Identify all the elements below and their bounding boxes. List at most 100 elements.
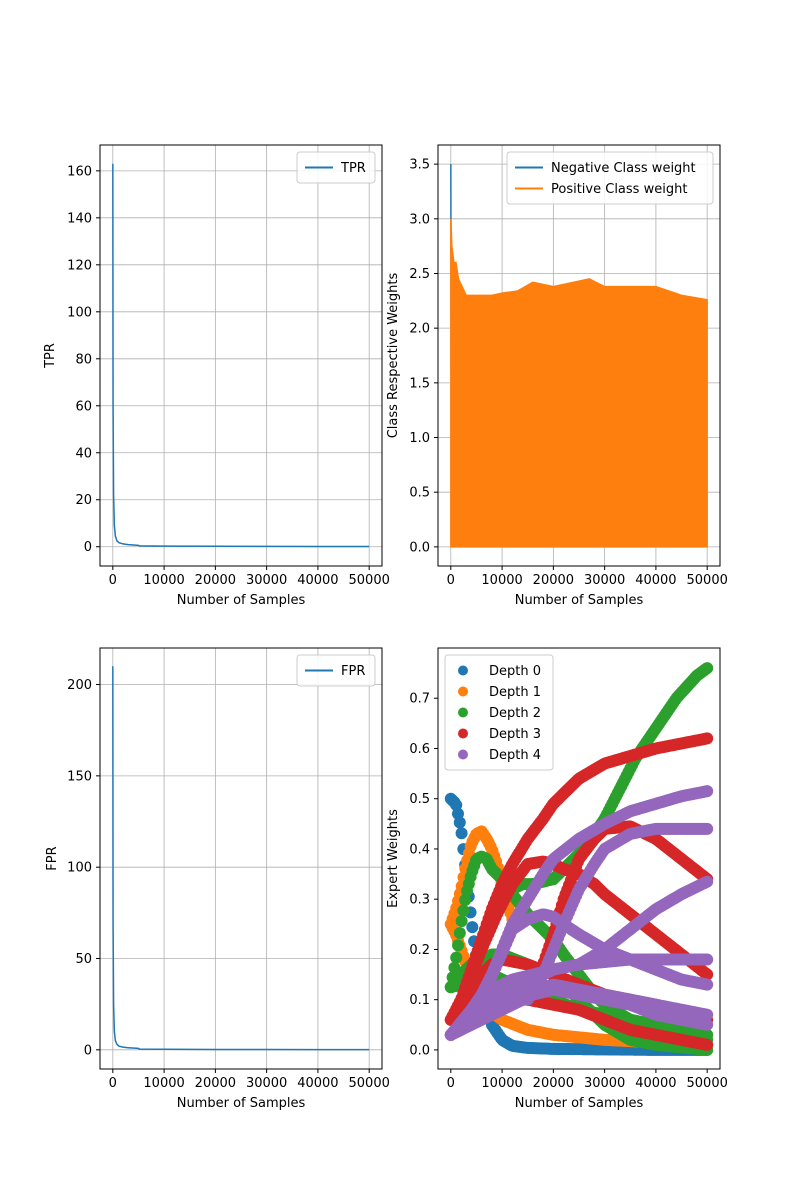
scatter-point (455, 827, 468, 840)
legend-marker (458, 665, 468, 676)
legend-box (444, 654, 554, 771)
x-tick-label: 10000 (143, 1076, 184, 1091)
x-tick-label: 30000 (246, 573, 287, 588)
y-tick-label: 80 (75, 352, 92, 367)
legend-label: Negative Class weight (551, 161, 696, 176)
y-tick-label: 40 (75, 446, 92, 461)
scatter-point (459, 893, 472, 906)
x-tick-label: 0 (447, 1076, 455, 1091)
y-tick-label: 150 (67, 769, 92, 784)
chart-fpr: 0 10000 20000 30000 40000 50000 0 50 100 150 200 Nu… (45, 647, 390, 1111)
x-tick-label: 10000 (143, 573, 184, 588)
y-tick-label: 160 (67, 164, 92, 179)
y-tick-label: 0.1 (409, 993, 430, 1008)
series-area-positive-class-weight (450, 218, 708, 548)
plot-area (450, 164, 708, 548)
legend-marker (458, 707, 468, 718)
y-axis-label: Class Respective Weights (386, 272, 401, 438)
y-tick-label: 2.5 (409, 267, 430, 282)
x-tick-label: 30000 (246, 1076, 287, 1091)
scatter-point (701, 822, 714, 835)
legend-label: TPR (340, 161, 366, 176)
scatter-point (701, 785, 714, 798)
axes-frame (99, 647, 383, 1070)
scatter-point (701, 968, 714, 981)
y-tick-label: 1.5 (409, 376, 430, 391)
axes-frame (437, 647, 721, 1070)
y-tick-label: 0 (84, 540, 92, 555)
scatter-point (701, 1038, 714, 1051)
x-tick-label: 40000 (297, 573, 338, 588)
series-line-tpr (112, 163, 370, 548)
y-tick-label: 0.6 (409, 742, 430, 757)
legend-marker (458, 728, 468, 739)
scatter-point (457, 904, 470, 917)
x-tick-label: 40000 (635, 1076, 676, 1091)
y-tick-label: 60 (75, 399, 92, 414)
x-tick-label: 30000 (584, 1076, 625, 1091)
x-tick-label: 0 (109, 1076, 117, 1091)
legend-label: Depth 3 (489, 727, 541, 742)
y-tick-label: 0.0 (409, 1043, 430, 1058)
scatter-point (455, 915, 468, 928)
plot-area (112, 163, 370, 548)
chart-tpr: 0 10000 20000 30000 40000 50000 0 20 40 60 80 100 12… (43, 144, 390, 608)
legend-box (506, 151, 714, 205)
y-tick-label: 3.0 (409, 212, 430, 227)
x-axis-label: Number of Samples (515, 1096, 644, 1111)
legend: TPR (296, 151, 376, 184)
legend-marker (458, 686, 468, 697)
scatter-point (466, 921, 479, 934)
x-tick-label: 30000 (584, 573, 625, 588)
y-tick-label: 200 (67, 678, 92, 693)
chart-expert-weights: 0 10000 20000 30000 40000 50000 0.0 0.1 0.2 0.3 0.… (386, 647, 728, 1111)
scatter-point (453, 816, 466, 829)
plot-area (444, 662, 714, 1056)
legend-box (296, 151, 376, 184)
x-tick-label: 40000 (635, 573, 676, 588)
legend-marker (458, 749, 468, 760)
y-tick-label: 100 (67, 861, 92, 876)
y-tick-label: 3.5 (409, 158, 430, 173)
axes-frame (99, 144, 383, 567)
x-axis-label: Number of Samples (177, 1096, 306, 1111)
x-tick-label: 20000 (533, 573, 574, 588)
legend-label: Depth 2 (489, 706, 541, 721)
scatter-point (701, 1018, 714, 1031)
legend-box (296, 654, 376, 687)
x-tick-label: 20000 (195, 573, 236, 588)
y-tick-label: 0.5 (409, 792, 430, 807)
y-tick-label: 0 (84, 1043, 92, 1058)
y-axis-label: FPR (45, 846, 60, 870)
x-tick-label: 50000 (349, 1076, 390, 1091)
y-tick-label: 0.3 (409, 893, 430, 908)
series-depth-4 (444, 785, 714, 1041)
scatter-point (701, 662, 714, 675)
scatter-point (701, 732, 714, 745)
y-tick-label: 100 (67, 305, 92, 320)
scatter-point (701, 953, 714, 966)
scatter-point (701, 1028, 714, 1041)
scatter-point (701, 978, 714, 991)
legend: Depth 0 Depth 1 Depth 2 Depth 3 Depth 4 (444, 654, 554, 771)
grid (100, 648, 382, 1069)
legend: FPR (296, 654, 376, 687)
scatter-point (701, 1008, 714, 1021)
legend-label: Depth 1 (489, 685, 541, 700)
y-tick-label: 0.0 (409, 540, 430, 555)
y-tick-label: 50 (75, 952, 92, 967)
grid (100, 145, 382, 566)
legend-label: FPR (341, 664, 365, 679)
legend-label: Depth 0 (489, 664, 541, 679)
x-tick-label: 20000 (195, 1076, 236, 1091)
axes-frame (437, 144, 721, 567)
scatter-point (701, 875, 714, 888)
x-tick-label: 50000 (687, 573, 728, 588)
y-tick-label: 1.0 (409, 431, 430, 446)
y-tick-label: 140 (67, 211, 92, 226)
legend-label: Positive Class weight (551, 182, 687, 197)
x-tick-label: 10000 (481, 1076, 522, 1091)
y-tick-label: 0.7 (409, 692, 430, 707)
chart-class-weights: 0 10000 20000 30000 40000 50000 0.0 0.5 1.0 1.5 2.… (386, 144, 728, 608)
